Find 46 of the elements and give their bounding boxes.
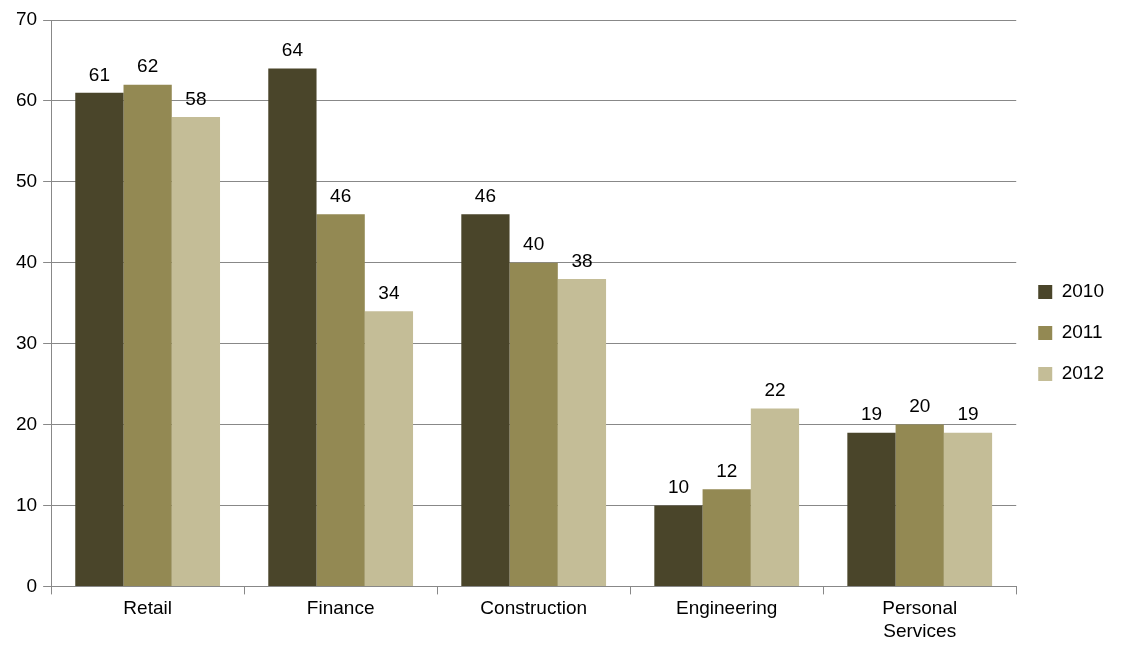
data-label: 22 <box>764 379 786 401</box>
y-tick-label: 70 <box>15 8 38 30</box>
data-label: 62 <box>137 55 159 77</box>
data-label: 10 <box>667 476 690 498</box>
bar <box>461 214 510 586</box>
data-label: 61 <box>88 63 110 85</box>
x-tick-label: Finance <box>306 597 375 619</box>
x-tick-label: Engineering <box>675 597 778 619</box>
data-label: 12 <box>716 460 738 482</box>
bar <box>509 262 558 586</box>
data-label: 46 <box>330 184 352 206</box>
bar <box>268 68 317 586</box>
bar <box>943 432 993 586</box>
y-tick-label: 30 <box>15 331 38 353</box>
bar <box>895 424 944 586</box>
bar <box>75 92 124 586</box>
legend-label: 2012 <box>1061 362 1105 384</box>
data-label: 19 <box>860 403 883 425</box>
x-tick-label: Personal Services <box>882 597 958 641</box>
data-label: 64 <box>281 39 304 61</box>
data-label: 19 <box>957 403 979 425</box>
legend-label: 2011 <box>1061 321 1103 343</box>
y-tick-label: 10 <box>15 493 38 515</box>
bar <box>316 214 365 586</box>
data-label: 58 <box>185 87 207 109</box>
bar <box>171 117 221 586</box>
data-label: 40 <box>523 233 545 255</box>
y-tick-label: 60 <box>15 89 38 111</box>
data-label: 38 <box>571 249 593 271</box>
y-tick-label: 40 <box>15 250 38 272</box>
x-tick-label: Retail <box>123 597 172 619</box>
bar <box>750 408 800 586</box>
bar <box>654 505 703 586</box>
bar <box>123 84 172 586</box>
data-label: 46 <box>474 184 496 206</box>
bar <box>702 489 751 586</box>
bar <box>557 278 607 586</box>
data-label: 20 <box>909 395 931 417</box>
legend-label: 2010 <box>1061 280 1105 302</box>
data-label: 34 <box>378 282 400 304</box>
y-tick-label: 50 <box>15 170 38 192</box>
bar <box>847 432 896 586</box>
y-tick-label: 20 <box>15 412 38 434</box>
bar <box>364 311 414 586</box>
y-tick-label: 0 <box>26 574 38 596</box>
x-tick-label: Construction <box>480 597 588 619</box>
